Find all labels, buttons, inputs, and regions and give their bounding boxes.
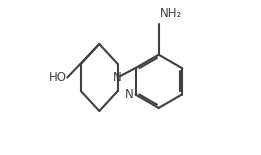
Text: N: N bbox=[113, 71, 122, 84]
Text: NH₂: NH₂ bbox=[160, 7, 182, 20]
Text: N: N bbox=[125, 88, 134, 101]
Text: HO: HO bbox=[49, 71, 67, 84]
